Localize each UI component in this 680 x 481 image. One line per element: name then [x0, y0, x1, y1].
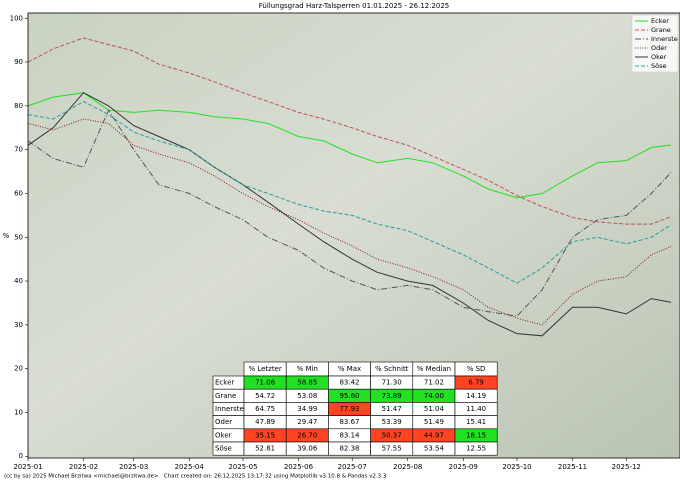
x-tick-label: 2025-10 — [502, 463, 531, 471]
table-header: % Max — [338, 365, 361, 373]
table-value: 57.55 — [382, 445, 402, 453]
table-header: % Min — [297, 365, 318, 373]
x-tick-label: 2025-08 — [393, 463, 422, 471]
x-tick-label: 2025-09 — [449, 463, 478, 471]
table-value: 73.89 — [382, 392, 402, 400]
table-value: 71.06 — [255, 379, 276, 387]
table-value: 83.42 — [339, 379, 359, 387]
y-tick-label: 70 — [14, 146, 23, 154]
table-value: 12.55 — [466, 445, 486, 453]
table-row-label: Oker — [215, 431, 232, 439]
legend-label: Oker — [651, 53, 667, 61]
series-line — [27, 92, 672, 199]
x-tick-label: 2025-02 — [69, 463, 98, 471]
series-line — [27, 92, 672, 337]
table-value: 95.60 — [339, 392, 359, 400]
table-value: 83.14 — [339, 431, 360, 439]
table-value: 58.85 — [297, 379, 317, 387]
table-value: 53.39 — [382, 418, 402, 426]
y-tick-label: 30 — [14, 321, 23, 329]
table-value: 51.49 — [424, 418, 444, 426]
table-value: 77.93 — [339, 405, 359, 413]
x-tick-label: 2025-11 — [558, 463, 587, 471]
table-value: 47.89 — [255, 418, 275, 426]
table-value: 54.72 — [255, 392, 275, 400]
x-tick-label: 2025-03 — [119, 463, 148, 471]
x-tick-label: 2025-07 — [338, 463, 367, 471]
table-value: 14.19 — [466, 392, 486, 400]
table-header: % SD — [467, 365, 486, 373]
table-value: 82.38 — [339, 445, 359, 453]
table-value: 83.67 — [339, 418, 359, 426]
table-row-label: Ecker — [215, 379, 234, 387]
legend-label: Ecker — [651, 17, 669, 25]
y-tick-label: 90 — [14, 58, 23, 66]
legend-label: Innerste — [651, 35, 678, 43]
table-value: 74.00 — [424, 392, 444, 400]
table-value: 52.81 — [255, 445, 275, 453]
table-value: 11.40 — [466, 405, 486, 413]
table-value: 6.79 — [468, 379, 484, 387]
y-tick-label: 40 — [14, 277, 23, 285]
y-tick-label: 10 — [14, 408, 23, 416]
legend-label: Grane — [651, 26, 671, 34]
series-line — [27, 118, 672, 326]
table-value: 34.99 — [297, 405, 317, 413]
table-value: 53.08 — [297, 392, 317, 400]
footer: (cc by sa) 2025 Michael Brzitwa <michael… — [4, 474, 387, 480]
y-tick-label: 100 — [10, 14, 23, 22]
chart-title: Füllungsgrad Harz-Talsperren 01.01.2025 … — [259, 2, 450, 10]
table-row-label: Oder — [215, 418, 232, 426]
y-axis-label: % — [3, 232, 10, 240]
x-tick-label: 2025-01 — [13, 463, 42, 471]
table-row-label: Grane — [215, 392, 236, 400]
table-value: 51.04 — [424, 405, 445, 413]
plot-frame — [27, 12, 680, 459]
y-tick-label: 50 — [14, 233, 23, 241]
table-cell — [454, 441, 498, 456]
table-value: 15.41 — [466, 418, 486, 426]
x-tick-label: 2025-06 — [284, 463, 314, 471]
series-line — [27, 100, 672, 284]
y-tick-label: 60 — [14, 189, 23, 197]
table-value: 44.97 — [424, 431, 444, 439]
table-value: 39.06 — [297, 445, 318, 453]
table-value: 53.54 — [424, 445, 445, 453]
series-line — [27, 37, 672, 225]
x-tick-label: 2025-05 — [228, 463, 257, 471]
x-tick-label: 2025-04 — [175, 463, 205, 471]
table-value: 64.75 — [255, 405, 275, 413]
table-row-label: Innerste — [215, 405, 244, 413]
table-value: 71.30 — [382, 379, 402, 387]
table-header: % Letzter — [248, 365, 281, 373]
table-value: 35.15 — [255, 431, 275, 439]
table-header: % Schnitt — [375, 365, 409, 373]
table-value: 18.15 — [466, 431, 486, 439]
series-line — [27, 109, 672, 317]
legend-label: Oder — [651, 44, 667, 52]
table-value: 50.37 — [382, 431, 402, 439]
table-row-label: Söse — [215, 445, 232, 453]
table-header: % Median — [417, 365, 451, 373]
y-tick-label: 80 — [14, 102, 23, 110]
x-tick-label: 2025-12 — [612, 463, 641, 471]
y-tick-label: 20 — [14, 365, 23, 373]
y-tick-label: 0 — [19, 452, 23, 460]
table-value: 29.47 — [297, 418, 317, 426]
table-value: 51.47 — [382, 405, 402, 413]
table-value: 71.02 — [424, 379, 444, 387]
table-value: 26.70 — [297, 431, 317, 439]
legend-label: Söse — [651, 62, 667, 70]
legend-box — [631, 14, 679, 73]
